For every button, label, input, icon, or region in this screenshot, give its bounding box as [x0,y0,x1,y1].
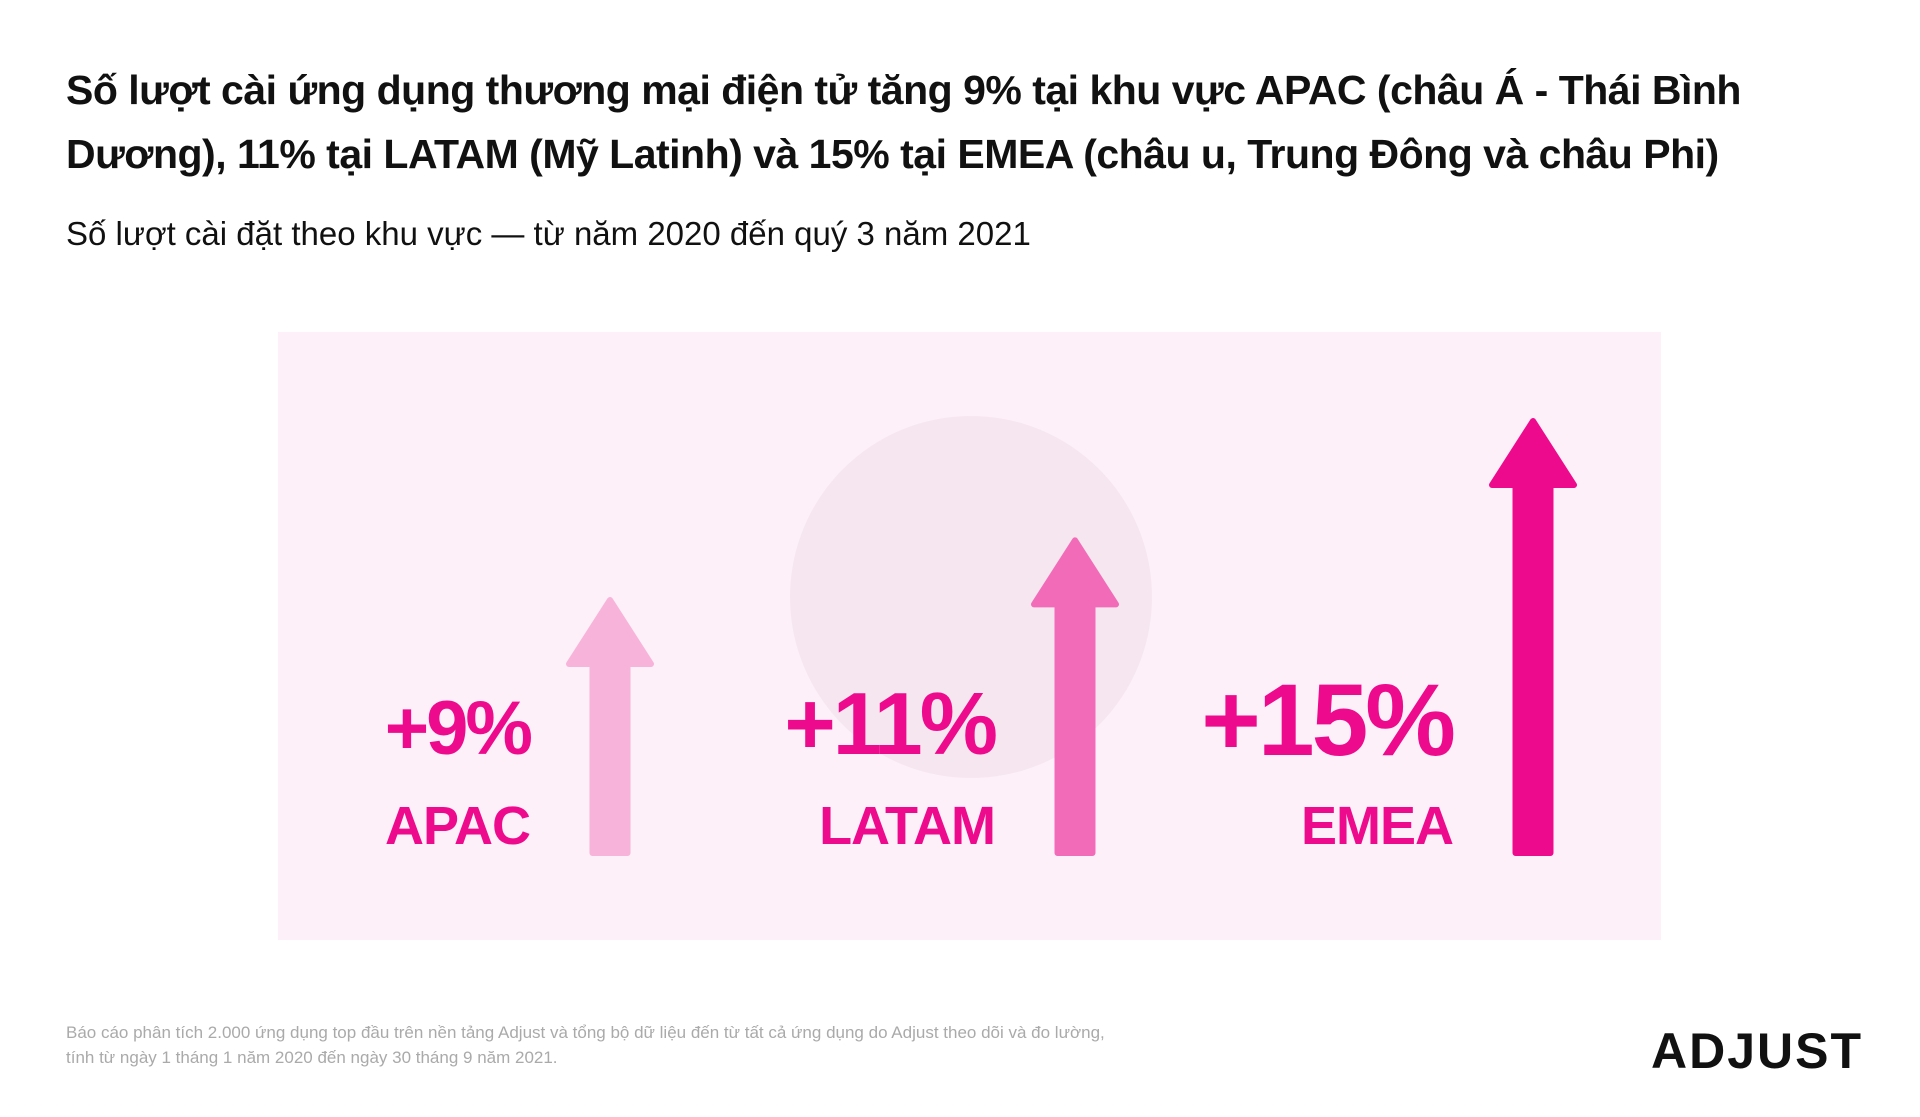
latam-arrow-up-icon [1031,537,1119,856]
page-title: Số lượt cài ứng dụng thương mại điện tử … [66,67,1741,177]
apac-change: +9% [384,686,533,771]
footnote-line-2: tính từ ngày 1 tháng 1 năm 2020 đến ngày… [66,1048,558,1067]
page-subtitle: Số lượt cài đặt theo khu vực — từ năm 20… [66,215,1031,252]
footnote: Báo cáo phân tích 2.000 ứng dụng top đầu… [66,1020,1105,1070]
emea-label: EMEA [1300,796,1454,856]
adjust-logo: ADJUST [1651,1023,1864,1079]
apac-label: APAC [384,796,531,856]
emea-arrow-up-icon [1489,418,1577,856]
latam-label: LATAM [819,796,996,856]
footnote-line-1: Báo cáo phân tích 2.000 ứng dụng top đầu… [66,1023,1105,1042]
emea-change: +15% [1201,663,1456,777]
apac-arrow-up-icon [566,597,654,856]
latam-change: +11% [784,674,998,773]
